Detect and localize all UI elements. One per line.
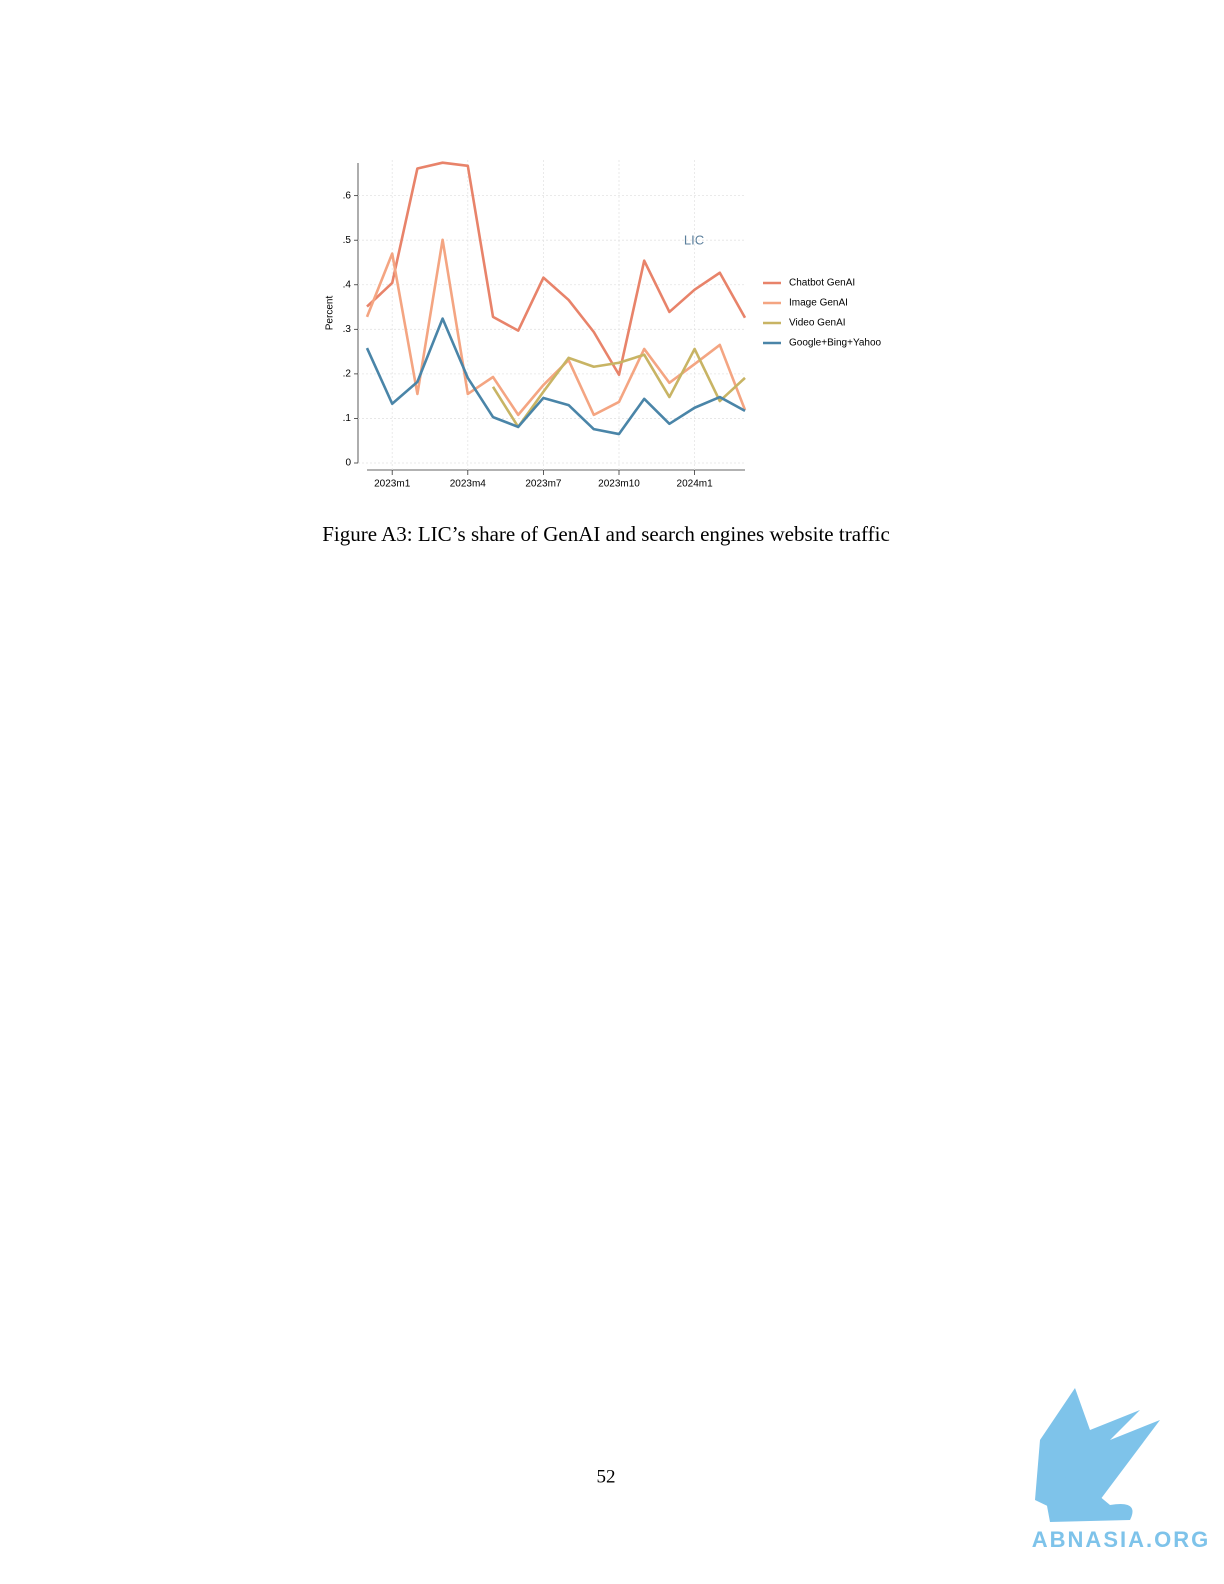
series-line xyxy=(491,347,746,429)
y-axis-label: Percent xyxy=(325,296,336,331)
x-tick-label: 2024m1 xyxy=(677,479,714,490)
caption: Figure A3: LIC’s share of GenAI and sear… xyxy=(322,522,890,546)
watermark-logo xyxy=(1035,1388,1160,1522)
y-tick-label: .5 xyxy=(343,235,352,246)
legend-label: Image GenAI xyxy=(789,298,848,309)
x-tick-label: 2023m1 xyxy=(374,479,411,490)
x-tick-label: 2023m4 xyxy=(450,479,487,490)
legend-label: Video GenAI xyxy=(789,318,846,329)
y-tick-label: 0 xyxy=(345,458,351,469)
series-line xyxy=(365,238,747,417)
y-tick-label: .3 xyxy=(343,324,352,335)
page-number: 52 xyxy=(597,1466,616,1487)
y-tick-label: .4 xyxy=(343,279,352,290)
x-tick-label: 2023m7 xyxy=(525,479,562,490)
watermark: ABNASIA.ORG xyxy=(1032,1527,1210,1552)
series-line xyxy=(366,161,747,377)
legend-label: Chatbot GenAI xyxy=(789,278,855,289)
y-tick-label: .1 xyxy=(343,413,352,424)
y-tick-label: .2 xyxy=(343,369,352,380)
legend-label: Google+Bing+Yahoo xyxy=(789,338,882,349)
y-tick-label: .6 xyxy=(343,190,352,201)
series-line xyxy=(365,317,746,436)
x-tick-label: 2023m10 xyxy=(598,479,640,490)
